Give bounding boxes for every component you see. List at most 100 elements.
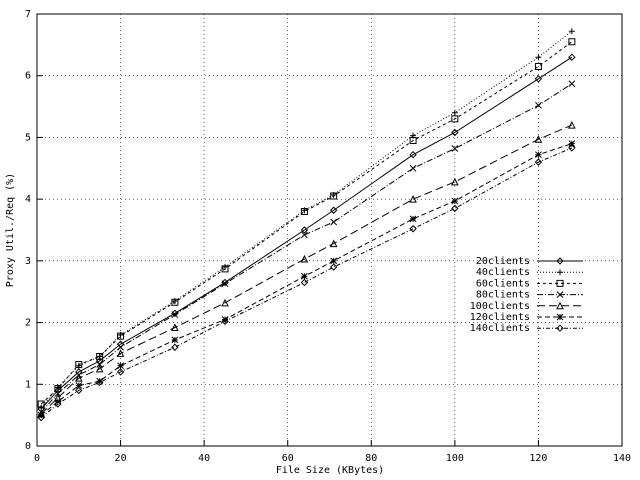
series-line <box>40 124 573 415</box>
data-point <box>409 151 417 159</box>
data-point <box>568 80 576 88</box>
data-point <box>409 195 417 203</box>
legend-label: 80clients <box>476 290 530 301</box>
data-point <box>96 353 104 361</box>
x-tick-label: 20 <box>115 453 127 464</box>
x-axis-label: File Size (KBytes) <box>276 465 384 476</box>
data-point <box>221 280 229 288</box>
legend-marker <box>556 324 564 332</box>
data-point <box>451 109 458 116</box>
data-point <box>95 378 104 387</box>
data-point <box>568 140 576 147</box>
data-point <box>451 128 459 137</box>
data-point <box>409 164 417 172</box>
y-tick-label: 7 <box>25 9 31 20</box>
y-tick-label: 4 <box>25 194 31 205</box>
y-axis-label: Proxy Util./Req (%) <box>5 173 16 287</box>
data-point <box>301 231 308 239</box>
data-point <box>451 197 459 205</box>
data-point <box>300 254 309 263</box>
data-point <box>451 145 459 152</box>
data-point <box>171 298 179 306</box>
data-point <box>568 38 576 46</box>
legend-marker <box>556 313 564 321</box>
legend-label: 120clients <box>470 312 530 323</box>
series-line <box>40 41 573 405</box>
y-tick-label: 5 <box>25 132 31 143</box>
y-tick-label: 2 <box>25 318 31 329</box>
legend-marker <box>556 301 564 310</box>
legend-marker <box>556 257 564 265</box>
data-point <box>535 151 542 159</box>
data-point <box>96 361 104 368</box>
x-tick-label: 100 <box>446 453 464 464</box>
data-point <box>451 204 459 213</box>
legend-marker <box>556 279 564 287</box>
data-point <box>409 225 417 233</box>
legend-label: 140clients <box>470 323 530 334</box>
data-point <box>221 298 229 307</box>
data-point <box>75 361 83 369</box>
data-point <box>221 317 229 326</box>
data-point <box>221 316 229 323</box>
legend-label: 100clients <box>470 301 530 312</box>
x-tick-label: 0 <box>34 453 40 464</box>
data-point <box>37 413 45 422</box>
data-point <box>116 368 125 376</box>
data-point <box>171 311 179 318</box>
data-point <box>96 377 104 385</box>
data-point <box>96 353 103 360</box>
legend-marker <box>556 291 564 298</box>
data-point <box>535 101 542 109</box>
data-point <box>330 257 338 265</box>
data-point <box>171 343 179 351</box>
data-point <box>568 144 576 152</box>
data-point <box>568 53 576 61</box>
x-tick-label: 80 <box>365 453 377 464</box>
data-point <box>534 62 542 70</box>
data-point <box>116 349 125 357</box>
data-point <box>568 28 575 35</box>
data-point <box>300 207 308 215</box>
y-tick-label: 0 <box>25 441 31 452</box>
data-point <box>75 382 83 389</box>
series-line <box>40 147 573 418</box>
data-point <box>451 115 459 123</box>
data-point <box>534 135 543 143</box>
legend-label: 60clients <box>476 278 530 289</box>
data-point <box>117 362 124 370</box>
data-point <box>451 177 459 186</box>
data-point <box>171 323 179 332</box>
data-point <box>409 215 417 223</box>
data-point <box>95 364 104 373</box>
data-point <box>301 272 308 280</box>
x-tick-label: 120 <box>529 453 547 464</box>
data-point <box>568 120 576 129</box>
data-point <box>330 192 338 200</box>
data-point <box>54 400 62 408</box>
data-point <box>300 278 309 287</box>
data-point <box>54 385 62 393</box>
data-point <box>329 206 338 214</box>
data-point <box>221 265 229 273</box>
data-point <box>171 336 179 344</box>
plot-frame <box>36 13 623 447</box>
data-point <box>329 263 338 271</box>
y-tick-label: 6 <box>25 71 31 82</box>
x-tick-label: 140 <box>613 453 631 464</box>
series-line <box>40 56 573 410</box>
data-point <box>74 373 83 382</box>
y-tick-label: 3 <box>25 256 31 267</box>
legend-label: 20clients <box>476 256 530 267</box>
data-point <box>330 218 338 226</box>
data-point <box>300 226 309 234</box>
data-point <box>75 386 83 395</box>
data-point <box>534 158 543 166</box>
data-point <box>329 239 338 248</box>
data-point <box>535 54 542 61</box>
x-tick-label: 40 <box>198 453 210 464</box>
data-point <box>38 404 45 411</box>
y-tick-label: 1 <box>25 379 31 390</box>
data-point <box>534 75 543 83</box>
